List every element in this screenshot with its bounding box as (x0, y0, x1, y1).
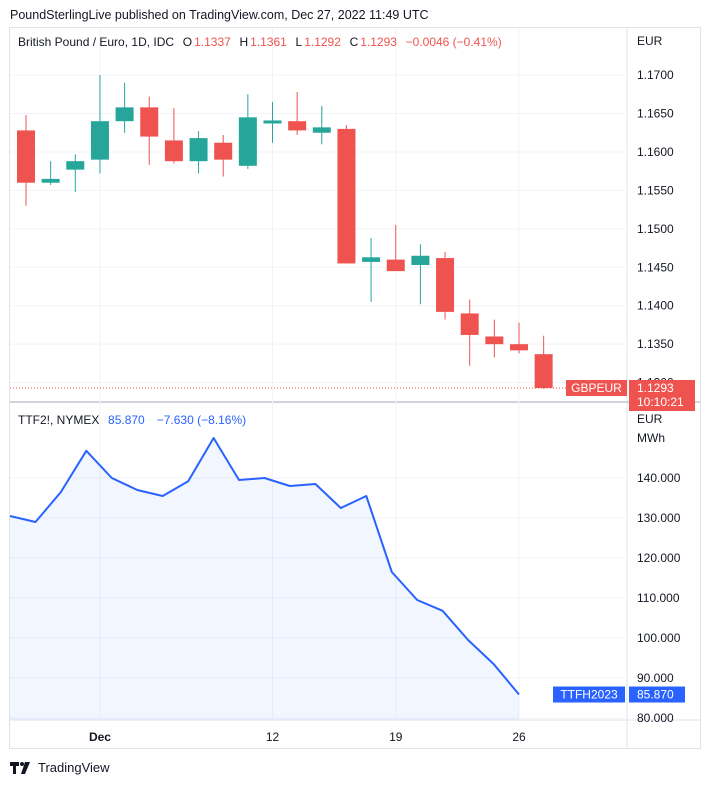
ttf-title: TTF2!, NYMEX (18, 413, 100, 427)
candle-body (436, 258, 455, 312)
candle-body (411, 255, 430, 265)
ttf-tick-label: 140.000 (637, 471, 681, 485)
x-tick-label: Dec (89, 730, 111, 744)
ohlc-c-label: C (349, 35, 359, 49)
candle-body (17, 130, 35, 183)
ttf-last-price-tag-value: 85.870 (637, 688, 674, 702)
candle-body (312, 127, 331, 133)
ttf-tick-label: 110.000 (637, 591, 680, 605)
candle-body (140, 107, 159, 137)
chart-frame (9, 27, 701, 749)
candle-body (189, 138, 208, 162)
candle-body (510, 344, 528, 351)
ttf-area-fill (10, 438, 519, 720)
ttf-last-price-tag-bg (629, 686, 685, 703)
ttf-symbol-tag-label: TTFH2023 (560, 688, 618, 702)
candle-body (263, 120, 282, 124)
ohlc-o-label: O (182, 35, 193, 49)
price-unit-label: EUR (637, 34, 663, 48)
ohlc-l-label: L (295, 35, 303, 49)
price-tick-label: 1.1400 (637, 299, 674, 313)
tradingview-logo-icon (10, 761, 30, 774)
ttf-tick-label: 100.000 (637, 631, 681, 645)
price-tick-label: 1.1650 (637, 107, 674, 121)
x-tick-label: 12 (266, 730, 280, 744)
candle-body (485, 336, 504, 345)
ttf-value: 85.870 (108, 413, 145, 427)
ttf-change: −7.630 (−8.16%) (156, 413, 247, 427)
ohlc-low: 1.1292 (304, 35, 341, 49)
candle-body (115, 107, 134, 122)
price-tick-label: 1.1600 (637, 145, 674, 159)
footer-brand[interactable]: TradingView (10, 760, 110, 775)
candle-body (238, 117, 257, 166)
ttf-tick-label: 120.000 (637, 551, 681, 565)
ohlc-close: 1.1293 (360, 35, 397, 49)
candle-body (534, 354, 553, 389)
ohlc-high: 1.1361 (250, 35, 287, 49)
ttf-tick-label: 130.000 (637, 511, 681, 525)
ttf-legend: TTF2!, NYMEX 85.870 −7.630 (−8.16%) (18, 413, 248, 427)
symbol-tag-label: GBPEUR (571, 381, 622, 395)
candle-body (386, 259, 405, 272)
candle-body (460, 313, 479, 335)
candle-body (66, 161, 85, 170)
ohlc-open: 1.1337 (194, 35, 231, 49)
candle-body (362, 257, 381, 262)
price-tick-label: 1.1450 (637, 260, 674, 274)
price-tick-label: 1.1500 (637, 222, 674, 236)
symbol-tag-bg (566, 380, 627, 397)
ohlc-h-label: H (239, 35, 249, 49)
ttf-tick-label: 80.000 (637, 711, 674, 725)
last-price-countdown: 10:10:21 (637, 395, 684, 409)
x-tick-label: 19 (389, 730, 403, 744)
candle-body (41, 178, 60, 183)
ohlc-change: −0.0046 (−0.41%) (405, 35, 502, 49)
last-price-tag-bg (629, 380, 695, 412)
x-tick-label: 26 (512, 730, 526, 744)
candle-body (214, 142, 233, 160)
price-tick-label: 1.1350 (637, 337, 674, 351)
candle-body (337, 128, 356, 264)
ttf-unit-label: EUR (637, 412, 663, 426)
footer-brand-label: TradingView (38, 760, 110, 775)
candle-body (288, 121, 307, 131)
price-tick-label: 1.1550 (637, 183, 674, 197)
candle-body (164, 140, 183, 162)
ttf-tick-label: 90.000 (637, 671, 674, 685)
ttf-unit-label-2: MWh (637, 431, 665, 445)
price-tick-label: 1.1700 (637, 68, 674, 82)
last-price-tag-value: 1.1293 (637, 381, 674, 395)
ttf-symbol-tag-bg (553, 686, 625, 703)
price-title: British Pound / Euro, 1D, IDC (18, 35, 175, 49)
publisher-caption: PoundSterlingLive published on TradingVi… (10, 8, 429, 22)
candle-body (90, 121, 109, 160)
